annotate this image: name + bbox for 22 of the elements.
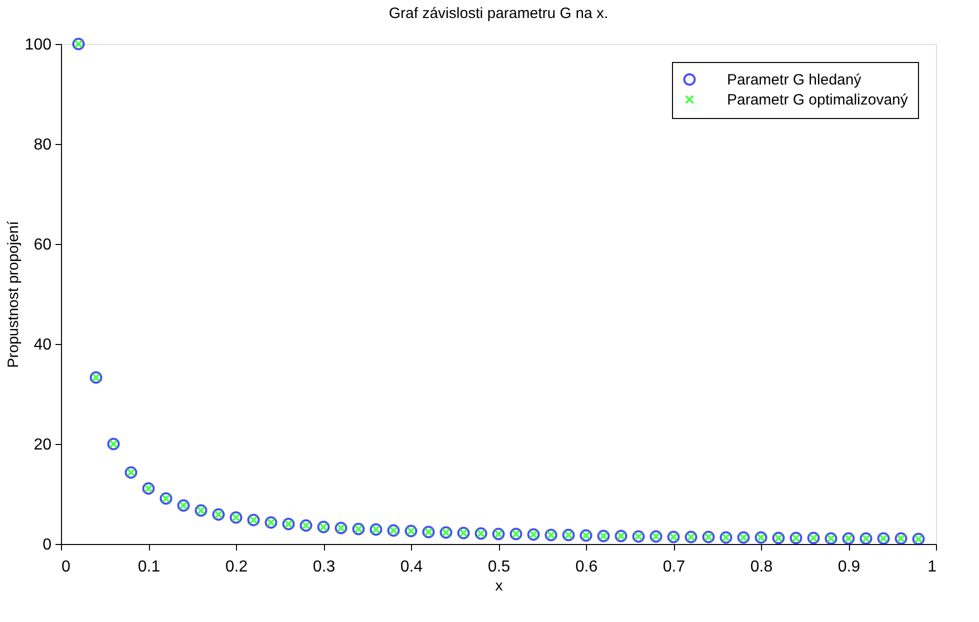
y-tick-label: 0 [42, 536, 52, 554]
y-axis-title: Propustnost propojení [4, 220, 22, 368]
x-axis-title: x [495, 578, 504, 594]
x-tick-label: 0.2 [225, 558, 248, 576]
x-tick-label: 1 [928, 558, 937, 576]
x-tick-label: 0.5 [488, 558, 510, 576]
y-tick-label: 60 [34, 236, 52, 254]
x-tick-label: 0 [62, 558, 70, 576]
y-tick-label: 80 [34, 136, 52, 154]
y-tick-label: 40 [34, 336, 52, 354]
legend-label: Parametr G optimalizovaný [727, 92, 908, 108]
x-tick-label: 0.7 [662, 558, 686, 576]
x-tick-label: 0.9 [838, 558, 860, 576]
x-tick-label: 0.6 [575, 558, 598, 576]
x-tick-label: 0.8 [750, 558, 773, 576]
y-tick-label: 100 [24, 36, 52, 54]
x-tick-label: 0.4 [400, 558, 423, 576]
x-tick-label: 0.1 [138, 558, 160, 576]
chart-title: Graf závislosti parametru G na x. [388, 4, 608, 22]
y-tick-label: 20 [34, 436, 52, 454]
x-tick-label: 0.3 [312, 558, 336, 576]
legend-label: Parametr G hledaný [727, 72, 862, 88]
